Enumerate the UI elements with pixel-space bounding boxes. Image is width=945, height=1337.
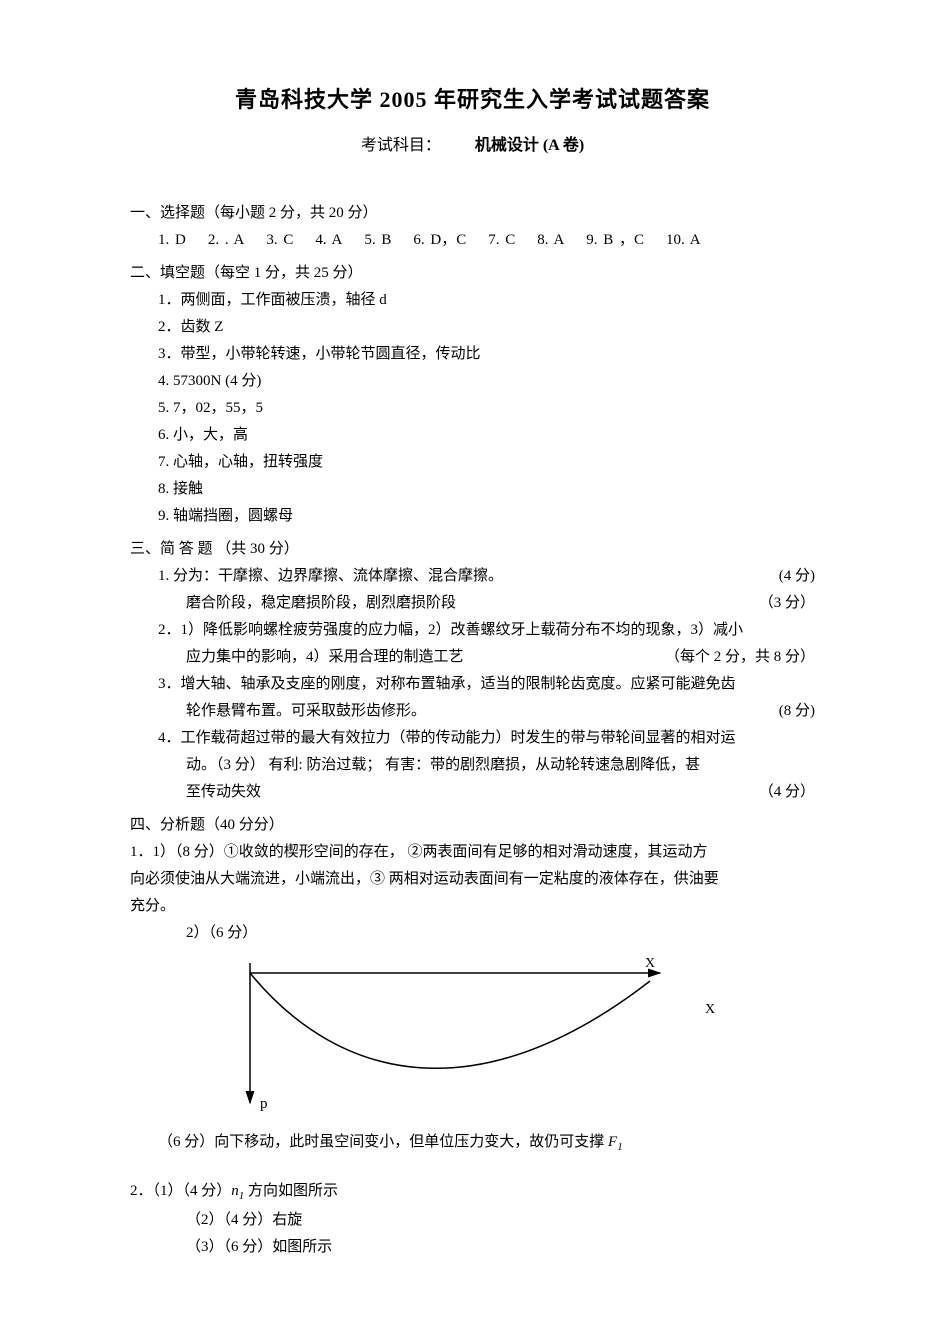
s3-q4-line2: 动。（3 分） 有利: 防治过载； 有害：带的剧烈磨损，从动轮转速急剧降低，甚 bbox=[130, 752, 815, 779]
s3-q1-line1: 1. 分为：干摩擦、边界摩擦、流体摩擦、混合摩擦。 (4 分) bbox=[130, 563, 815, 590]
fill-blank-answer: 2．齿数 Z bbox=[130, 314, 815, 341]
mc-answer: 4. A bbox=[315, 232, 342, 248]
section3-heading: 三、简 答 题 （共 30 分） bbox=[130, 536, 815, 563]
s4-q1-line3: 充分。 bbox=[130, 893, 815, 920]
fill-blank-answer: 1．两侧面，工作面被压溃，轴径 d bbox=[130, 287, 815, 314]
subtitle-label: 考试科目： bbox=[361, 137, 441, 154]
s3-q2-line2: 应力集中的影响，4）采用合理的制造工艺 （每个 2 分，共 8 分） bbox=[130, 644, 815, 671]
mc-answer: 9. B ，C bbox=[586, 232, 644, 248]
mc-answer: 5. B bbox=[364, 232, 391, 248]
s4-q2-line1: 2．（1）（4 分）n1 方向如图所示 bbox=[130, 1178, 815, 1207]
mc-answer: 8. A bbox=[537, 232, 564, 248]
subtitle-value: 机械设计 (A 卷) bbox=[475, 137, 584, 154]
fill-blank-answer: 5. 7，02，55，5 bbox=[130, 395, 815, 422]
s3-q3-line2: 轮作悬臂布置。可采取鼓形齿修形。 (8 分) bbox=[130, 698, 815, 725]
s3-q4-line1: 4．工作载荷超过带的最大有效拉力（带的传动能力）时发生的带与带轮间显著的相对运 bbox=[130, 725, 815, 752]
s4-q1-line1: 1．1）（8 分）①收敛的楔形空间的存在， ②两表面间有足够的相对滑动速度，其运… bbox=[130, 839, 815, 866]
svg-text:X: X bbox=[645, 956, 655, 971]
section1-answers: 1. D 2. . A 3. C 4. A 5. B 6. D，C 7. C 8. A 9. B… bbox=[130, 227, 815, 254]
fill-blank-answer: 3．带型，小带轮转速，小带轮节圆直径，传动比 bbox=[130, 341, 815, 368]
fill-blank-answer: 9. 轴端挡圈，圆螺母 bbox=[130, 503, 815, 530]
fill-blank-answer: 7. 心轴，心轴，扭转强度 bbox=[130, 449, 815, 476]
page-subtitle: 考试科目： 机械设计 (A 卷) bbox=[130, 132, 815, 161]
mc-answer: 2. . A bbox=[208, 232, 245, 248]
s3-q2-line1: 2．1）降低影响螺栓疲劳强度的应力幅，2）改善螺纹牙上载荷分布不均的现象，3）减… bbox=[130, 617, 815, 644]
fill-blank-answer: 4. 57300N (4 分) bbox=[130, 368, 815, 395]
section2-heading: 二、填空题（每空 1 分，共 25 分） bbox=[130, 260, 815, 287]
section1-heading: 一、选择题（每小题 2 分，共 20 分） bbox=[130, 200, 815, 227]
page-title: 青岛科技大学 2005 年研究生入学考试试题答案 bbox=[130, 80, 815, 120]
s4-q2-line2: （2）（4 分）右旋 bbox=[130, 1207, 815, 1234]
s4-q1-part3: （6 分）向下移动，此时虽空间变小，但单位压力变大，故仍可支撑 F1 bbox=[130, 1129, 815, 1158]
mc-answer: 6. D，C bbox=[413, 232, 466, 248]
fill-blank-answer: 6. 小，大，高 bbox=[130, 422, 815, 449]
s3-q1-line2: 磨合阶段，稳定磨损阶段，剧烈磨损阶段 （3 分） bbox=[130, 590, 815, 617]
mc-answer: 10. A bbox=[666, 232, 701, 248]
mc-answer: 7. C bbox=[488, 232, 515, 248]
section4-heading: 四、分析题（40 分分） bbox=[130, 812, 815, 839]
svg-text:p: p bbox=[260, 1096, 268, 1112]
s3-q4-line3: 至传动失效 （4 分） bbox=[130, 779, 815, 806]
fill-blank-answer: 8. 接触 bbox=[130, 476, 815, 503]
svg-text:X: X bbox=[705, 1002, 715, 1017]
s4-q2-line3: （3）（6 分）如图所示 bbox=[130, 1234, 815, 1261]
pressure-diagram: X Xp bbox=[230, 953, 750, 1123]
s4-q1-line2: 向必须使油从大端流进，小端流出，③ 两相对运动表面间有一定粘度的液体存在，供油要 bbox=[130, 866, 815, 893]
s3-q3-line1: 3．增大轴、轴承及支座的刚度，对称布置轴承，适当的限制轮齿宽度。应紧可能避免齿 bbox=[130, 671, 815, 698]
mc-answer: 3. C bbox=[266, 232, 293, 248]
mc-answer: 1. D bbox=[158, 232, 186, 248]
s4-q1-part2: 2）（6 分） bbox=[130, 920, 815, 947]
